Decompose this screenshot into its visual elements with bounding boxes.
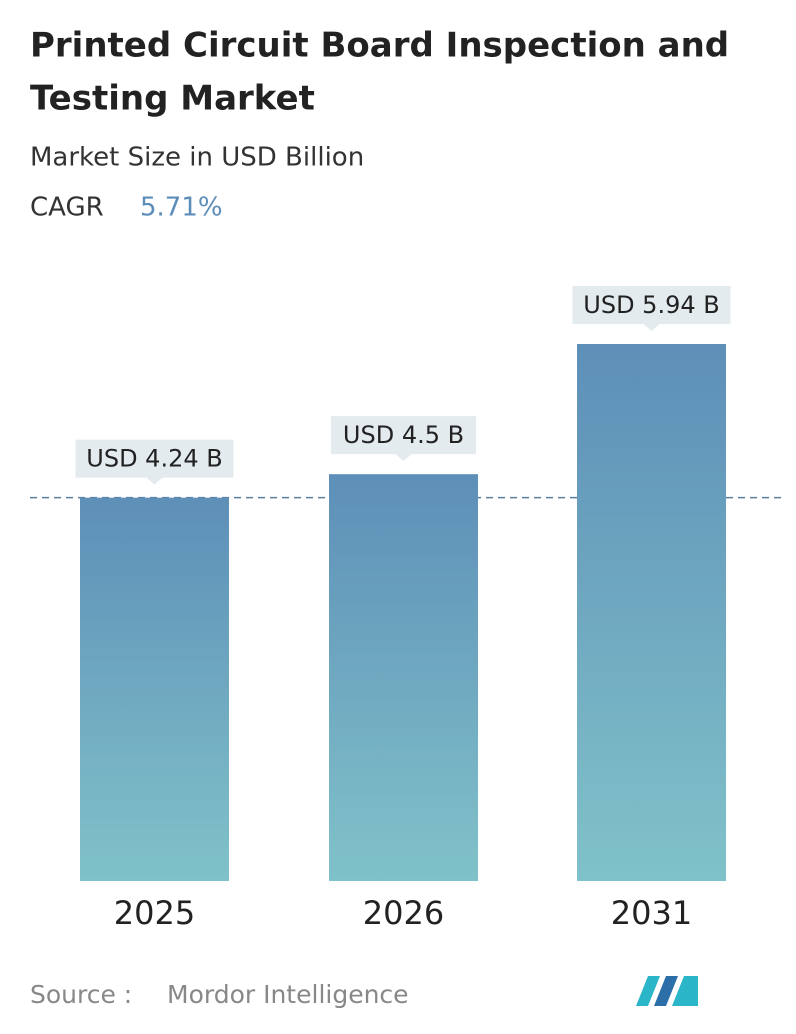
logo (636, 976, 698, 1006)
subtitle: Market Size in USD Billion (30, 143, 364, 173)
source-label: Source : (30, 980, 132, 1009)
cagr-label: CAGR (30, 193, 104, 223)
bar (80, 497, 229, 881)
bar (329, 474, 478, 881)
value-label: USD 5.94 B (583, 291, 719, 319)
value-label: USD 4.5 B (343, 421, 464, 449)
label-box (331, 416, 476, 462)
chart-title: Printed Circuit Board Inspection and (30, 26, 729, 66)
bar (577, 344, 726, 881)
label-box (75, 439, 234, 485)
source: Mordor Intelligence (167, 980, 409, 1009)
cagr-value: 5.71% (140, 193, 223, 223)
value-label: USD 4.24 B (86, 445, 222, 473)
label-box (572, 286, 731, 331)
x-tick-label: 2025 (114, 894, 195, 932)
x-tick-label: 2026 (363, 894, 444, 932)
chart-title: Testing Market (30, 79, 315, 119)
x-tick-label: 2031 (611, 894, 692, 932)
